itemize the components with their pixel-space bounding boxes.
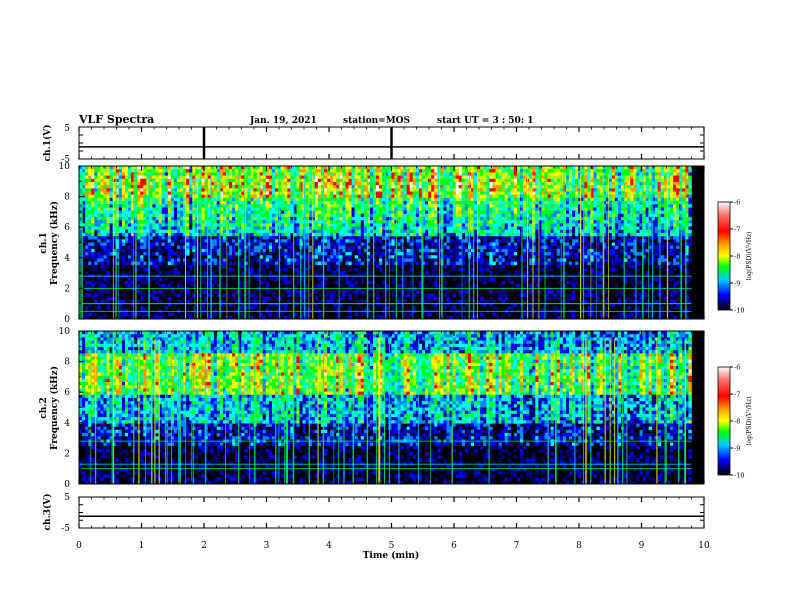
ch2-spectrogram-colorbar-tick-3: -9 — [734, 445, 740, 453]
ch2-spectrogram-colorbar-label: log(PSD)(V²/Hz) — [746, 397, 753, 446]
ch1-spectrogram-ytick-0: 0 — [64, 315, 70, 325]
date-label: Jan. 19, 2021 — [249, 116, 317, 126]
figure-title: VLF Spectra — [78, 113, 154, 126]
x-tick-label-7: 7 — [514, 541, 520, 551]
ch1-colorbar: -6 -7 -8 -9 -10 log(PSD)(V²/Hz) — [717, 199, 753, 315]
ch2-spectrogram-ytick-1: 2 — [64, 449, 70, 459]
ch1-spectrogram-ytick-1: 2 — [64, 284, 70, 294]
ch1-voltage-panel: 5 -5 ch.1(V) — [42, 124, 705, 165]
ch1-spectrogram-ylabel-line2: Frequency (kHz) — [49, 201, 60, 285]
ch1-spectrogram-colorbar-tick-0: -6 — [734, 199, 740, 207]
x-tick-label-2: 2 — [201, 541, 207, 551]
x-tick-label-9: 9 — [639, 541, 645, 551]
ch2-spectrogram-ytick-4: 8 — [64, 358, 70, 368]
ch1-spectrogram-panel: 0 2 4 6 8 10 ch.1 Frequency (kHz) — [39, 162, 705, 325]
ch2-spectrogram-panel: 0 2 4 6 8 10 ch.2 Frequency (kHz) — [39, 327, 705, 490]
x-tick-label-4: 4 — [326, 541, 332, 551]
ch1-spectrogram-ytick-5: 10 — [59, 162, 71, 172]
x-tick-label-1: 1 — [139, 541, 145, 551]
x-tick-label-3: 3 — [264, 541, 270, 551]
x-tick-label-5: 5 — [389, 541, 395, 551]
x-tick-label-0: 0 — [76, 541, 82, 551]
ch2-spectrogram-ytick-5: 10 — [59, 327, 71, 337]
ch1-ytick-bottom: -5 — [61, 155, 70, 165]
ch1-voltage-ylabel: ch.1(V) — [42, 125, 53, 162]
ch1-ytick-top: 5 — [64, 124, 70, 134]
ch1-spectrogram-ytick-2: 4 — [64, 254, 70, 264]
ch1-spectrogram-colorbar-tick-4: -10 — [734, 307, 744, 315]
ch3-ytick-bottom: -5 — [61, 524, 70, 534]
ch2-spectrogram-ytick-0: 0 — [64, 480, 70, 490]
x-tick-label-10: 10 — [698, 541, 710, 551]
x-axis-label: Time (min) — [363, 550, 420, 561]
ch1-spectrogram-ytick-4: 8 — [64, 193, 70, 203]
ch2-spectrogram-colorbar-tick-1: -7 — [734, 391, 740, 399]
ch2-spectrogram-ytick-2: 4 — [64, 419, 70, 429]
ch1-spectrogram-colorbar-tick-2: -8 — [734, 253, 740, 261]
ch1-spectrogram-colorbar-ramp — [717, 201, 731, 311]
start-time-label: start UT = 3 : 50: 1 — [437, 116, 534, 126]
ch1-spectrogram-colorbar-label: log(PSD)(V²/Hz) — [746, 232, 753, 281]
ch2-spectrogram-ytick-3: 6 — [64, 388, 70, 398]
ch1-spectrogram-colorbar-tick-1: -7 — [734, 226, 740, 234]
ch1-spectrogram-colorbar-tick-3: -9 — [734, 280, 740, 288]
ch1-spectrogram-ytick-3: 6 — [64, 223, 70, 233]
ch2-spectrogram-colorbar-tick-2: -8 — [734, 418, 740, 426]
ch3-ytick-top: 5 — [64, 493, 70, 503]
ch2-colorbar: -6 -7 -8 -9 -10 log(PSD)(V²/Hz) — [717, 364, 753, 480]
ch1-spectrogram-ylabel-line1: ch.1 — [39, 232, 49, 253]
ch2-spectrogram-colorbar-tick-0: -6 — [734, 364, 740, 372]
ch2-spectrogram-colorbar-ramp — [717, 366, 731, 476]
ch2-spectrogram-ylabel-line1: ch.2 — [39, 397, 49, 418]
ch2-spectrogram-ylabel-line2: Frequency (kHz) — [49, 366, 60, 450]
ch2-spectrogram-colorbar-tick-4: -10 — [734, 472, 744, 480]
x-tick-label-8: 8 — [576, 541, 582, 551]
station-label: station=MOS — [343, 116, 410, 126]
x-tick-label-6: 6 — [451, 541, 457, 551]
ch3-voltage-ylabel: ch.3(V) — [42, 494, 53, 531]
